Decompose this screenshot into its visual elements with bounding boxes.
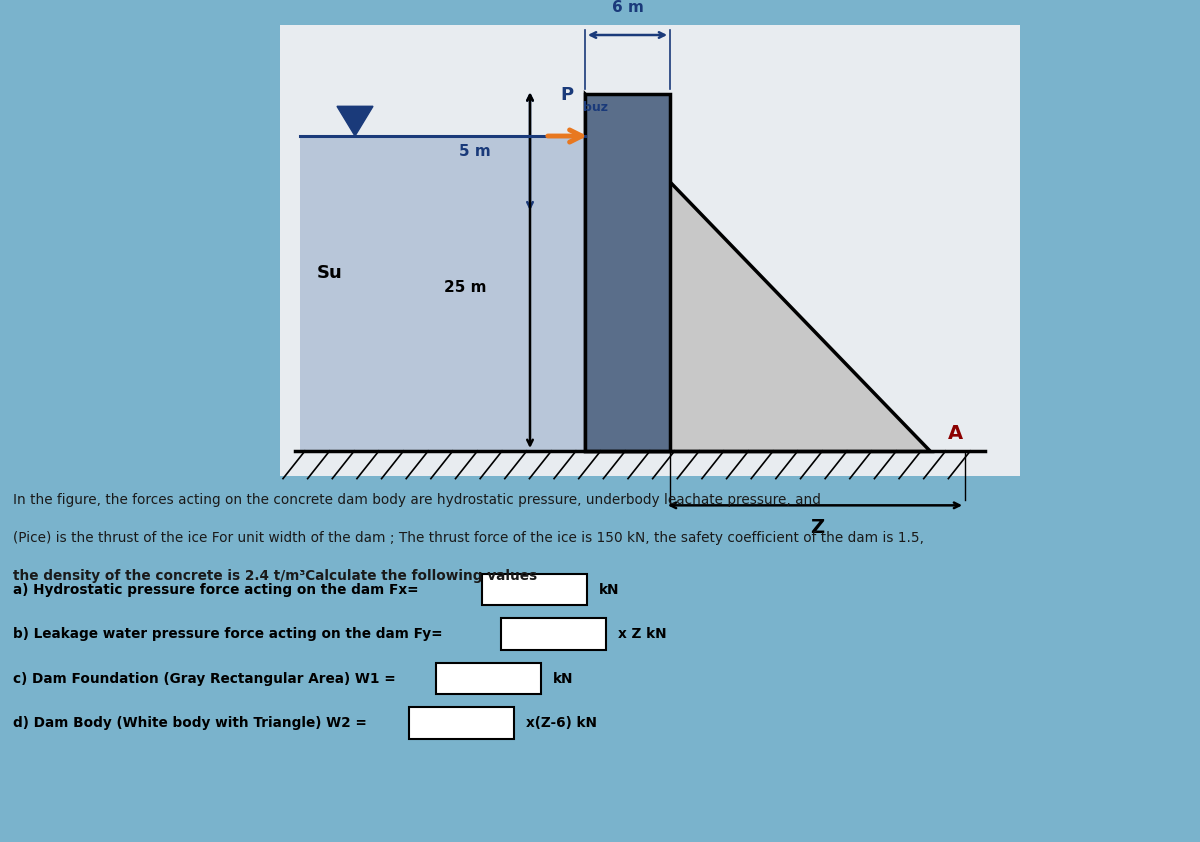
Bar bbox=[280, 25, 1020, 476]
Text: In the figure, the forces acting on the concrete dam body are hydrostatic pressu: In the figure, the forces acting on the … bbox=[13, 493, 821, 508]
Text: kN: kN bbox=[599, 583, 619, 596]
Bar bbox=[482, 573, 587, 605]
Text: (Pice) is the thrust of the ice For unit width of the dam ; The thrust force of : (Pice) is the thrust of the ice For unit… bbox=[13, 531, 924, 545]
Bar bbox=[500, 618, 606, 650]
Bar bbox=[408, 707, 514, 739]
Bar bbox=[300, 136, 586, 450]
Text: b) Leakage water pressure force acting on the dam Fy=: b) Leakage water pressure force acting o… bbox=[13, 627, 443, 641]
Text: 5 m: 5 m bbox=[460, 144, 491, 159]
Text: x(Z-6) kN: x(Z-6) kN bbox=[526, 717, 596, 730]
Text: kN: kN bbox=[553, 672, 574, 685]
Text: A: A bbox=[948, 424, 964, 443]
Text: Z: Z bbox=[810, 518, 824, 536]
Text: Su: Su bbox=[317, 264, 343, 281]
Bar bbox=[437, 663, 541, 695]
Text: x Z kN: x Z kN bbox=[618, 627, 666, 641]
Bar bbox=[586, 94, 670, 450]
Text: the density of the concrete is 2.4 t/m³Calculate the following values: the density of the concrete is 2.4 t/m³C… bbox=[13, 568, 538, 583]
Text: 25 m: 25 m bbox=[444, 280, 486, 295]
Text: 6 m: 6 m bbox=[612, 0, 643, 15]
Text: buz: buz bbox=[583, 101, 608, 115]
Text: P: P bbox=[560, 87, 574, 104]
Text: c) Dam Foundation (Gray Rectangular Area) W1 =: c) Dam Foundation (Gray Rectangular Area… bbox=[13, 672, 396, 685]
Text: a) Hydrostatic pressure force acting on the dam Fx=: a) Hydrostatic pressure force acting on … bbox=[13, 583, 419, 596]
Text: d) Dam Body (White body with Triangle) W2 =: d) Dam Body (White body with Triangle) W… bbox=[13, 717, 367, 730]
Polygon shape bbox=[586, 94, 930, 450]
Polygon shape bbox=[337, 106, 373, 136]
